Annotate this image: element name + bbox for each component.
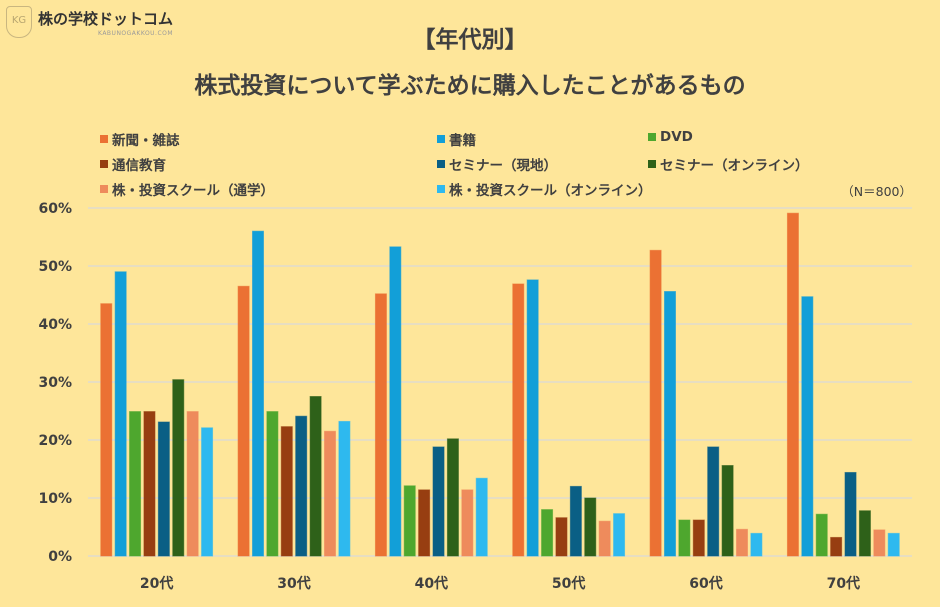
y-tick-label: 50% [38,259,72,275]
x-tick-label: 20代 [140,575,173,592]
bar [649,249,662,557]
bar [721,465,734,557]
bar [707,446,720,557]
bar [526,279,539,557]
legend-label: DVD [660,129,693,145]
legend-swatch [437,135,445,143]
bar [541,509,554,557]
y-tick-label: 30% [38,375,72,391]
bar [389,246,402,557]
bar [736,528,748,557]
bar [309,396,322,557]
legend-label: 通信教育 [112,158,166,174]
logo: KG 株の学校ドットコム KABUNOGAKKOU.COM [6,6,196,42]
legend-swatch [100,135,108,143]
bar [786,212,799,557]
legend-swatch [437,185,445,193]
bar [887,532,900,557]
legend-label: セミナー（オンライン） [660,158,809,174]
bar [432,446,445,557]
bar [143,411,156,557]
bar [100,303,113,557]
legend-label: セミナー（現地） [449,158,557,174]
logo-subtext: KABUNOGAKKOU.COM [98,30,174,37]
legend-item: 株・投資スクール（オンライン） [437,179,652,199]
legend-label: 株・投資スクール（オンライン） [449,183,652,199]
bar [475,477,488,557]
logo-shield-icon: KG [6,6,32,38]
legend-item: セミナー（オンライン） [648,154,809,174]
bar [815,513,828,557]
x-tick-label: 50代 [552,575,585,592]
legend-item: 株・投資スクール（通学） [100,179,274,199]
bar [873,529,886,557]
bar [801,296,814,557]
bar [324,430,336,557]
x-tick-label: 60代 [689,575,722,592]
legend-item: 書籍 [437,129,476,149]
bar [750,532,763,557]
bar [252,230,264,557]
bar [266,411,279,557]
logo-text: 株の学校ドットコム [38,10,174,28]
bar [512,283,525,557]
y-tick-label: 0% [48,549,72,565]
bar [280,426,293,557]
legend-item: 新聞・雑誌 [100,129,180,149]
x-tick-label: 30代 [277,575,310,592]
bar [584,497,597,557]
bar [172,379,185,557]
bar [613,513,626,557]
bar [830,536,843,557]
bar [678,519,691,557]
y-tick-label: 60% [38,201,72,217]
bar [129,411,142,557]
bar [114,271,127,557]
bar [201,427,214,557]
legend-label: 株・投資スクール（通学） [112,183,274,199]
legend-item: DVD [648,129,693,145]
bar [157,421,170,557]
legend-swatch [437,160,445,168]
y-tick-label: 40% [38,317,72,333]
bar [858,510,871,557]
y-tick-label: 10% [38,491,72,507]
legend-swatch [648,160,656,168]
bar [374,293,387,557]
bar [664,291,676,557]
bar [569,485,582,557]
chart-subtitle: 株式投資について学ぶために購入したことがあるもの [194,73,746,99]
chart-title: 【年代別】 [412,27,528,53]
legend-swatch [100,185,108,193]
legend-swatch [100,160,108,168]
bar [692,519,705,557]
bar [446,438,459,557]
legend-swatch [648,133,656,141]
sample-size-note: （N＝800） [841,184,912,199]
bar [844,471,857,557]
legend-label: 新聞・雑誌 [112,133,180,149]
bar [295,415,308,557]
bar [186,411,199,557]
y-tick-label: 20% [38,433,72,449]
bar [418,489,431,557]
bar [555,517,568,557]
bar [403,485,416,557]
bar [598,520,611,557]
bar [237,285,250,557]
legend-item: セミナー（現地） [437,154,557,174]
x-tick-label: 40代 [415,575,448,592]
bar [338,420,351,557]
legend-label: 書籍 [449,133,476,149]
bar [461,489,474,557]
legend-item: 通信教育 [100,154,166,174]
x-tick-label: 70代 [827,575,860,592]
